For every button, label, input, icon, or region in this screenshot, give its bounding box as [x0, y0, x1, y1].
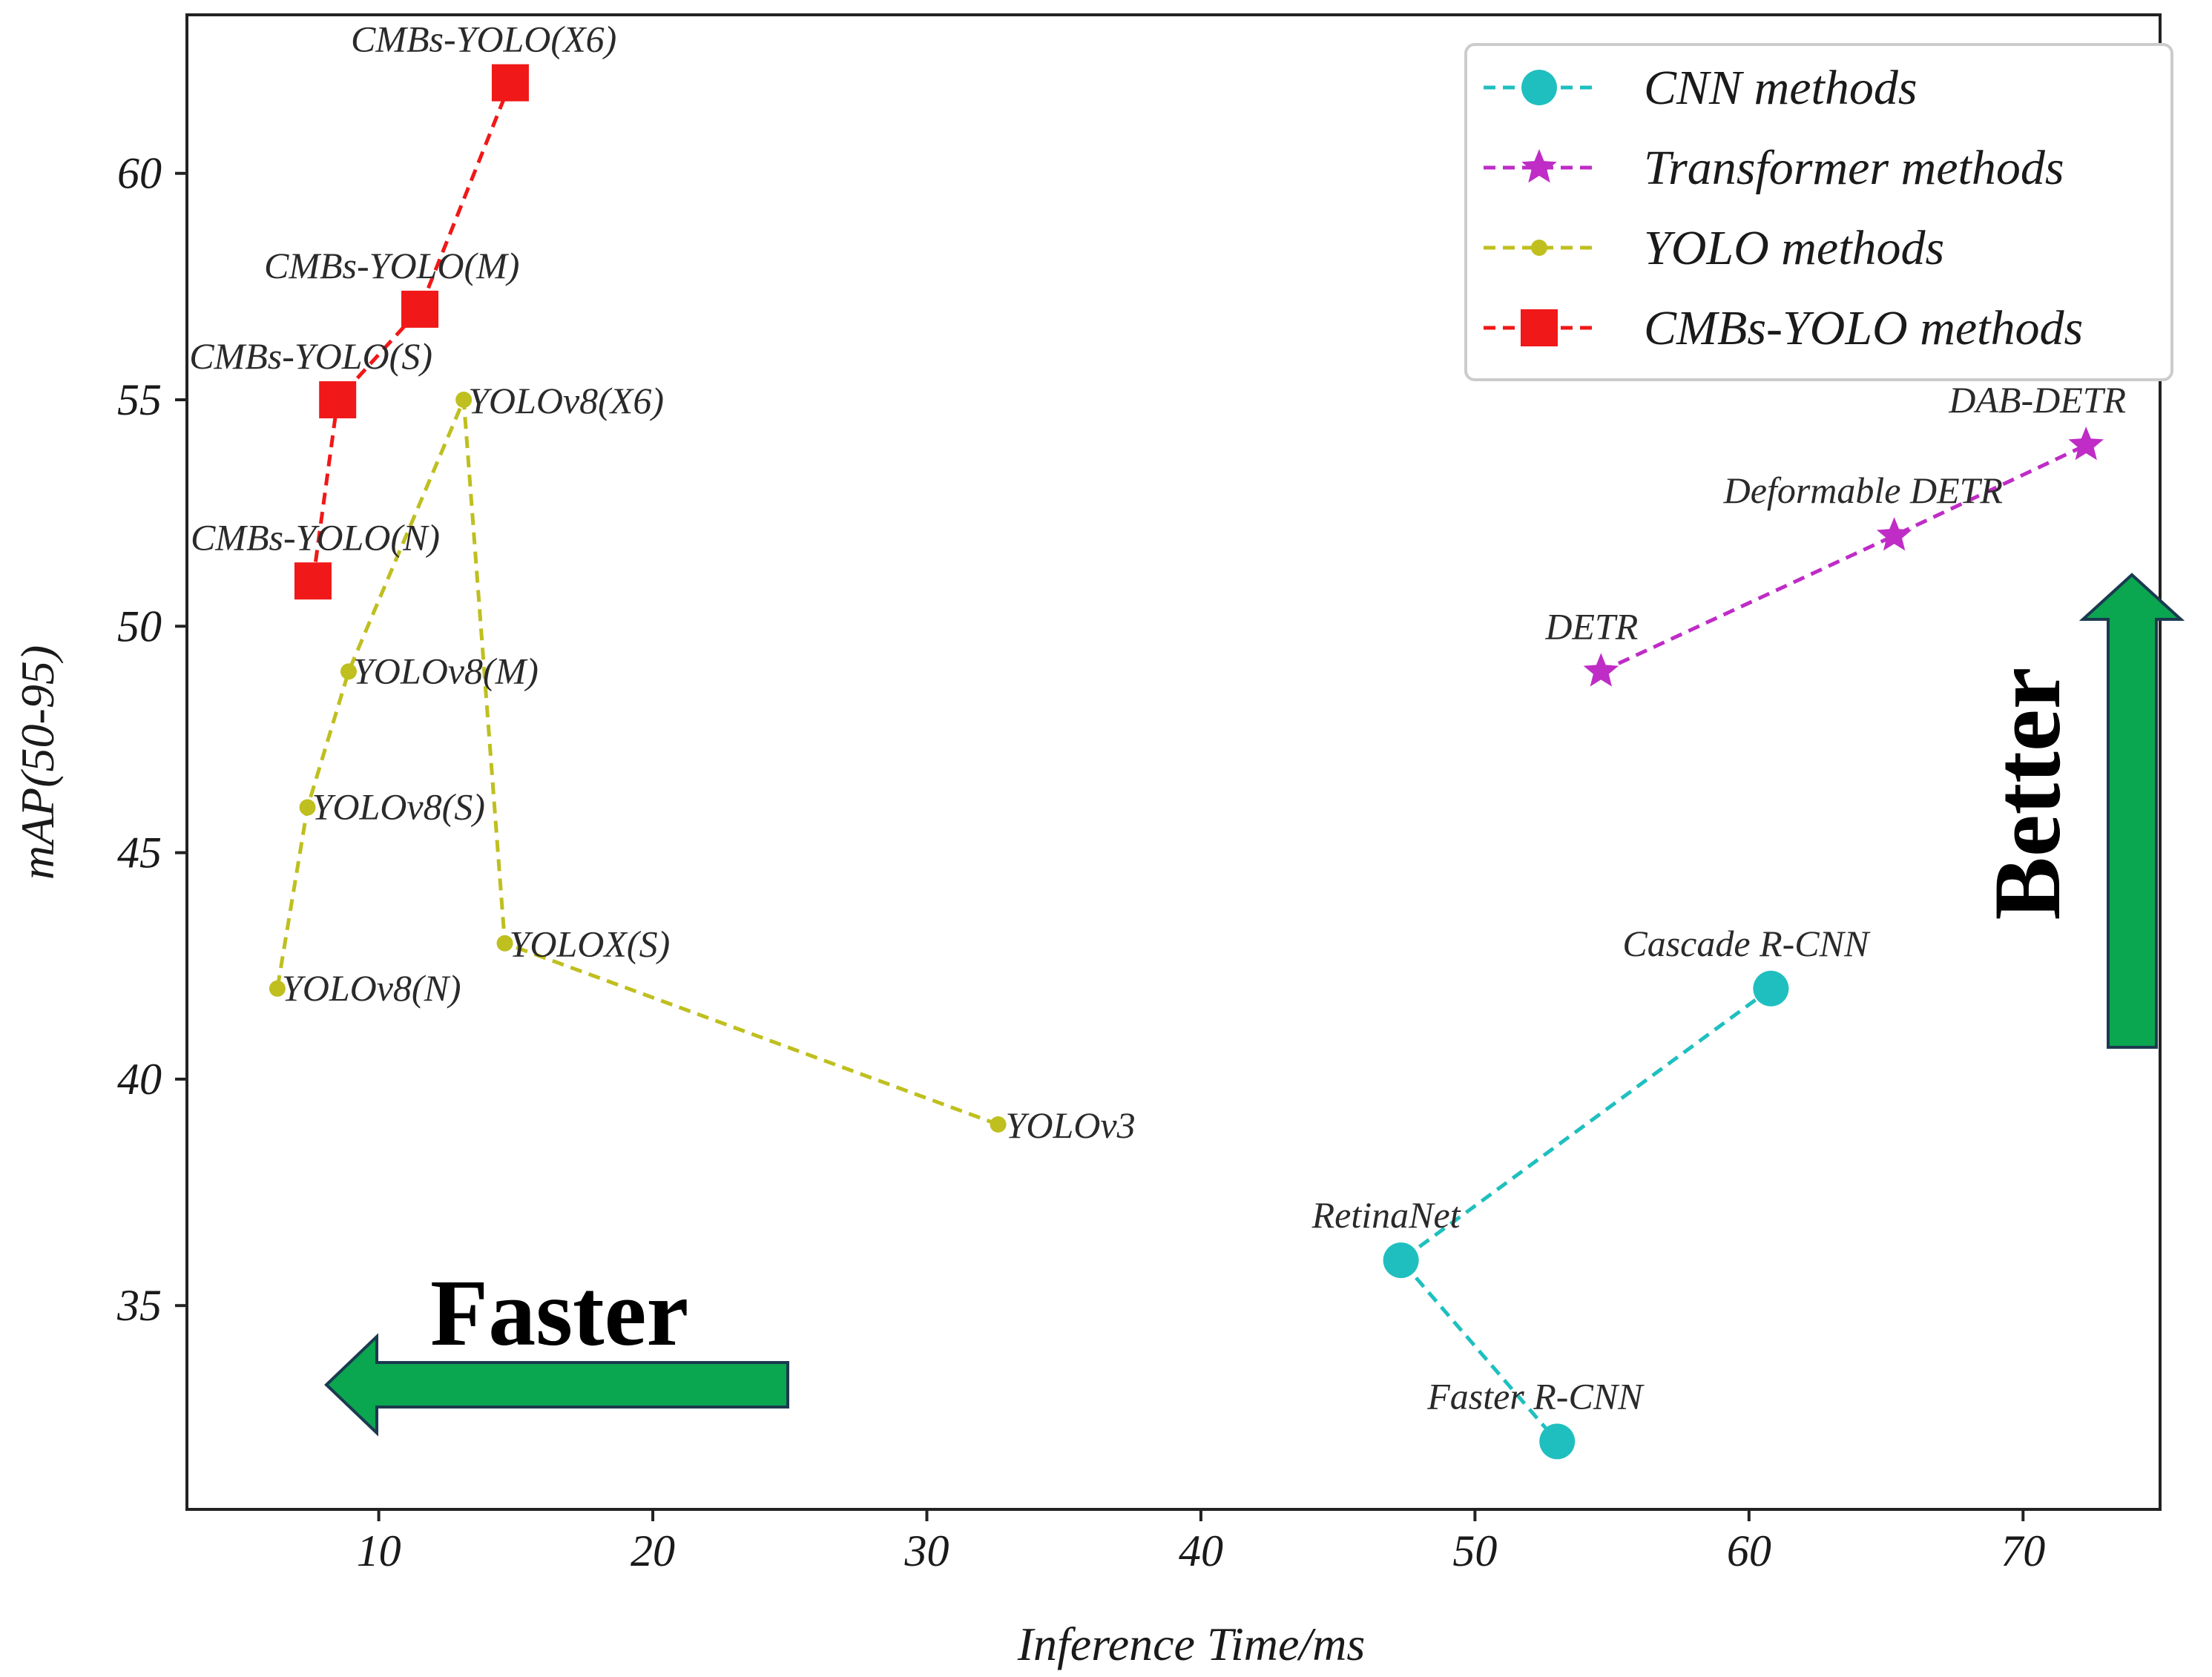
data-point-marker	[401, 290, 439, 328]
series-line	[1600, 443, 2087, 673]
x-tick-label: 70	[2001, 1526, 2045, 1575]
data-point-label: YOLOv8(S)	[312, 786, 485, 828]
data-point-label: DAB-DETR	[1948, 379, 2126, 421]
data-point-marker	[340, 663, 357, 680]
series-line	[311, 82, 513, 581]
legend-marker	[1521, 149, 1557, 183]
y-tick-label: 60	[117, 149, 162, 198]
y-tick-label: 35	[116, 1281, 162, 1330]
series-transformer-methods: DETR Deformable DETR DAB-DETR	[1544, 379, 2126, 687]
legend-entry-label: CMBs-YOLO methods	[1644, 301, 2083, 355]
legend-marker	[1521, 309, 1558, 346]
better-annotation-text: Better	[1975, 667, 2080, 920]
data-point-marker	[455, 392, 473, 409]
data-point-marker	[299, 799, 316, 816]
legend-entry-label: YOLO methods	[1644, 221, 1944, 275]
data-point-label: CMBs-YOLO(S)	[189, 335, 432, 377]
y-tick-label: 45	[117, 828, 162, 877]
axis-ticks: 10 20 30 40 50 60 70 35 40 45 50 55 60	[116, 149, 2045, 1575]
plot-frame	[185, 13, 2162, 1511]
x-tick-label: 50	[1452, 1526, 1497, 1575]
data-point-label: CMBs-YOLO(N)	[191, 516, 440, 558]
data-point-label: CMBs-YOLO(M)	[264, 245, 519, 286]
x-axis-title: Inference Time/ms	[1017, 1618, 1366, 1670]
legend: CNN methods Transformer methods YOLO metho…	[1464, 43, 2173, 381]
data-point-marker	[294, 562, 332, 600]
y-tick-label: 40	[117, 1055, 162, 1104]
x-tick-label: 60	[1727, 1526, 1771, 1575]
data-point-marker	[491, 64, 529, 102]
series-yolo-methods: YOLOv3 YOLOX(S) YOLOv8(X6) YOLOv8(M) YOLOv8(…	[269, 380, 1136, 1146]
legend-entries: CNN methods Transformer methods YOLO metho…	[1484, 61, 2083, 355]
legend-entry-label: Transformer methods	[1644, 141, 2064, 195]
x-tick-label: 30	[904, 1526, 949, 1575]
faster-annotation-text: Faster	[430, 1260, 688, 1365]
data-point-marker	[1876, 517, 1912, 551]
faster-arrow	[324, 1333, 789, 1437]
series-cnn-methods: Cascade R-CNN RetinaNet Faster R-CNN	[1311, 923, 1871, 1460]
data-point-marker	[319, 381, 357, 419]
data-point-marker	[2068, 426, 2104, 461]
x-tick-label: 10	[357, 1526, 401, 1575]
data-point-label: Cascade R-CNN	[1622, 923, 1871, 964]
y-tick-label: 55	[117, 375, 162, 424]
data-point-label: DETR	[1544, 605, 1638, 647]
data-point-label: YOLOv8(M)	[353, 650, 539, 691]
legend-box	[1464, 43, 2173, 381]
data-point-label: Deformable DETR	[1723, 470, 2003, 511]
data-point-label: YOLOv3	[1006, 1104, 1136, 1146]
x-tick-label: 40	[1179, 1526, 1223, 1575]
data-point-label: YOLOX(S)	[510, 923, 671, 965]
legend-marker	[1521, 70, 1557, 105]
y-tick-label: 50	[117, 602, 162, 650]
data-point-label: CMBs-YOLO(X6)	[351, 19, 616, 60]
legend-marker	[1531, 240, 1547, 256]
series-layer: Cascade R-CNN RetinaNet Faster R-CNN DETR De…	[189, 19, 2126, 1460]
data-point-marker	[1753, 970, 1789, 1006]
data-point-label: Faster R-CNN	[1426, 1375, 1645, 1417]
series-line	[1398, 986, 1772, 1443]
series-cmbs-yolo-methods: CMBs-YOLO(N) CMBs-YOLO(S) CMBs-YOLO(M) CMBs…	[189, 19, 616, 600]
data-point-marker	[1539, 1423, 1576, 1460]
better-arrow	[2078, 573, 2185, 1049]
data-point-marker	[1583, 653, 1619, 687]
y-axis-title: mAP(50-95)	[11, 645, 64, 880]
legend-entry-label: CNN methods	[1644, 61, 1918, 115]
data-point-marker	[990, 1116, 1007, 1133]
data-point-label: RetinaNet	[1311, 1194, 1461, 1236]
data-point-marker	[1383, 1242, 1419, 1279]
data-point-label: YOLOv8(X6)	[468, 380, 664, 421]
series-line	[275, 399, 999, 1127]
x-tick-label: 20	[631, 1526, 675, 1575]
data-point-marker	[496, 935, 513, 952]
data-point-marker	[269, 980, 286, 997]
data-point-label: YOLOv8(N)	[282, 967, 461, 1009]
